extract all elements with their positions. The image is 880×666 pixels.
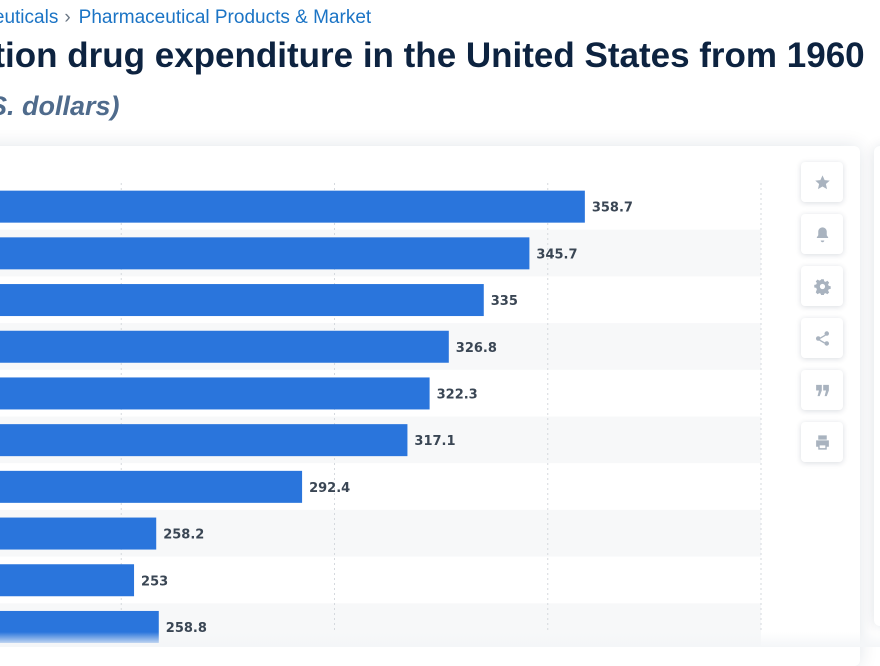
bell-icon (816, 226, 828, 242)
bar[interactable] (0, 377, 430, 410)
bar-value-label: 253 (141, 574, 168, 589)
favorite-button[interactable] (801, 162, 843, 202)
chart-toolbar (801, 162, 845, 474)
share-icon (815, 330, 829, 346)
bar-value-label: 335 (491, 294, 518, 309)
bar[interactable] (0, 190, 585, 223)
bar[interactable] (0, 284, 484, 317)
bar-value-label: 292.4 (309, 481, 350, 496)
breadcrumb: maceuticals› Pharmaceutical Products & Ma… (0, 6, 371, 30)
star-icon (814, 174, 830, 189)
breadcrumb-item-pharmaceutical-products[interactable]: Pharmaceutical Products & Market (78, 7, 372, 28)
print-button[interactable] (801, 422, 843, 462)
breadcrumb-item-pharmaceuticals[interactable]: maceuticals (0, 7, 59, 28)
bar-value-label: 317.1 (414, 434, 455, 449)
gear-icon (813, 278, 831, 295)
side-panel-edge (874, 146, 880, 626)
bar-value-label: 258.2 (163, 528, 204, 543)
bar[interactable] (0, 424, 408, 457)
bar[interactable] (0, 470, 303, 503)
notification-button[interactable] (801, 214, 843, 254)
page-subtitle: U.S. dollars) (0, 91, 120, 121)
quote-icon (815, 384, 829, 396)
page-title: ption drug expenditure in the United Sta… (0, 36, 865, 75)
bar[interactable] (0, 330, 449, 363)
cite-button[interactable] (801, 370, 843, 410)
bar[interactable] (0, 517, 157, 550)
bar[interactable] (0, 564, 135, 597)
bar-value-label: 345.7 (536, 247, 577, 262)
bar[interactable] (0, 237, 530, 270)
share-button[interactable] (801, 318, 843, 358)
bar-value-label: 358.7 (592, 201, 633, 216)
print-icon (815, 434, 829, 450)
bar-chart: 358.7 345.7 335 326.8 322.3 317.1 292.4 258.2 25… (0, 183, 762, 643)
breadcrumb-separator: › (64, 7, 71, 28)
bottom-fade (0, 632, 880, 647)
bar-value-label: 326.8 (456, 341, 497, 356)
bar-value-label: 322.3 (437, 387, 478, 402)
settings-button[interactable] (801, 266, 843, 306)
